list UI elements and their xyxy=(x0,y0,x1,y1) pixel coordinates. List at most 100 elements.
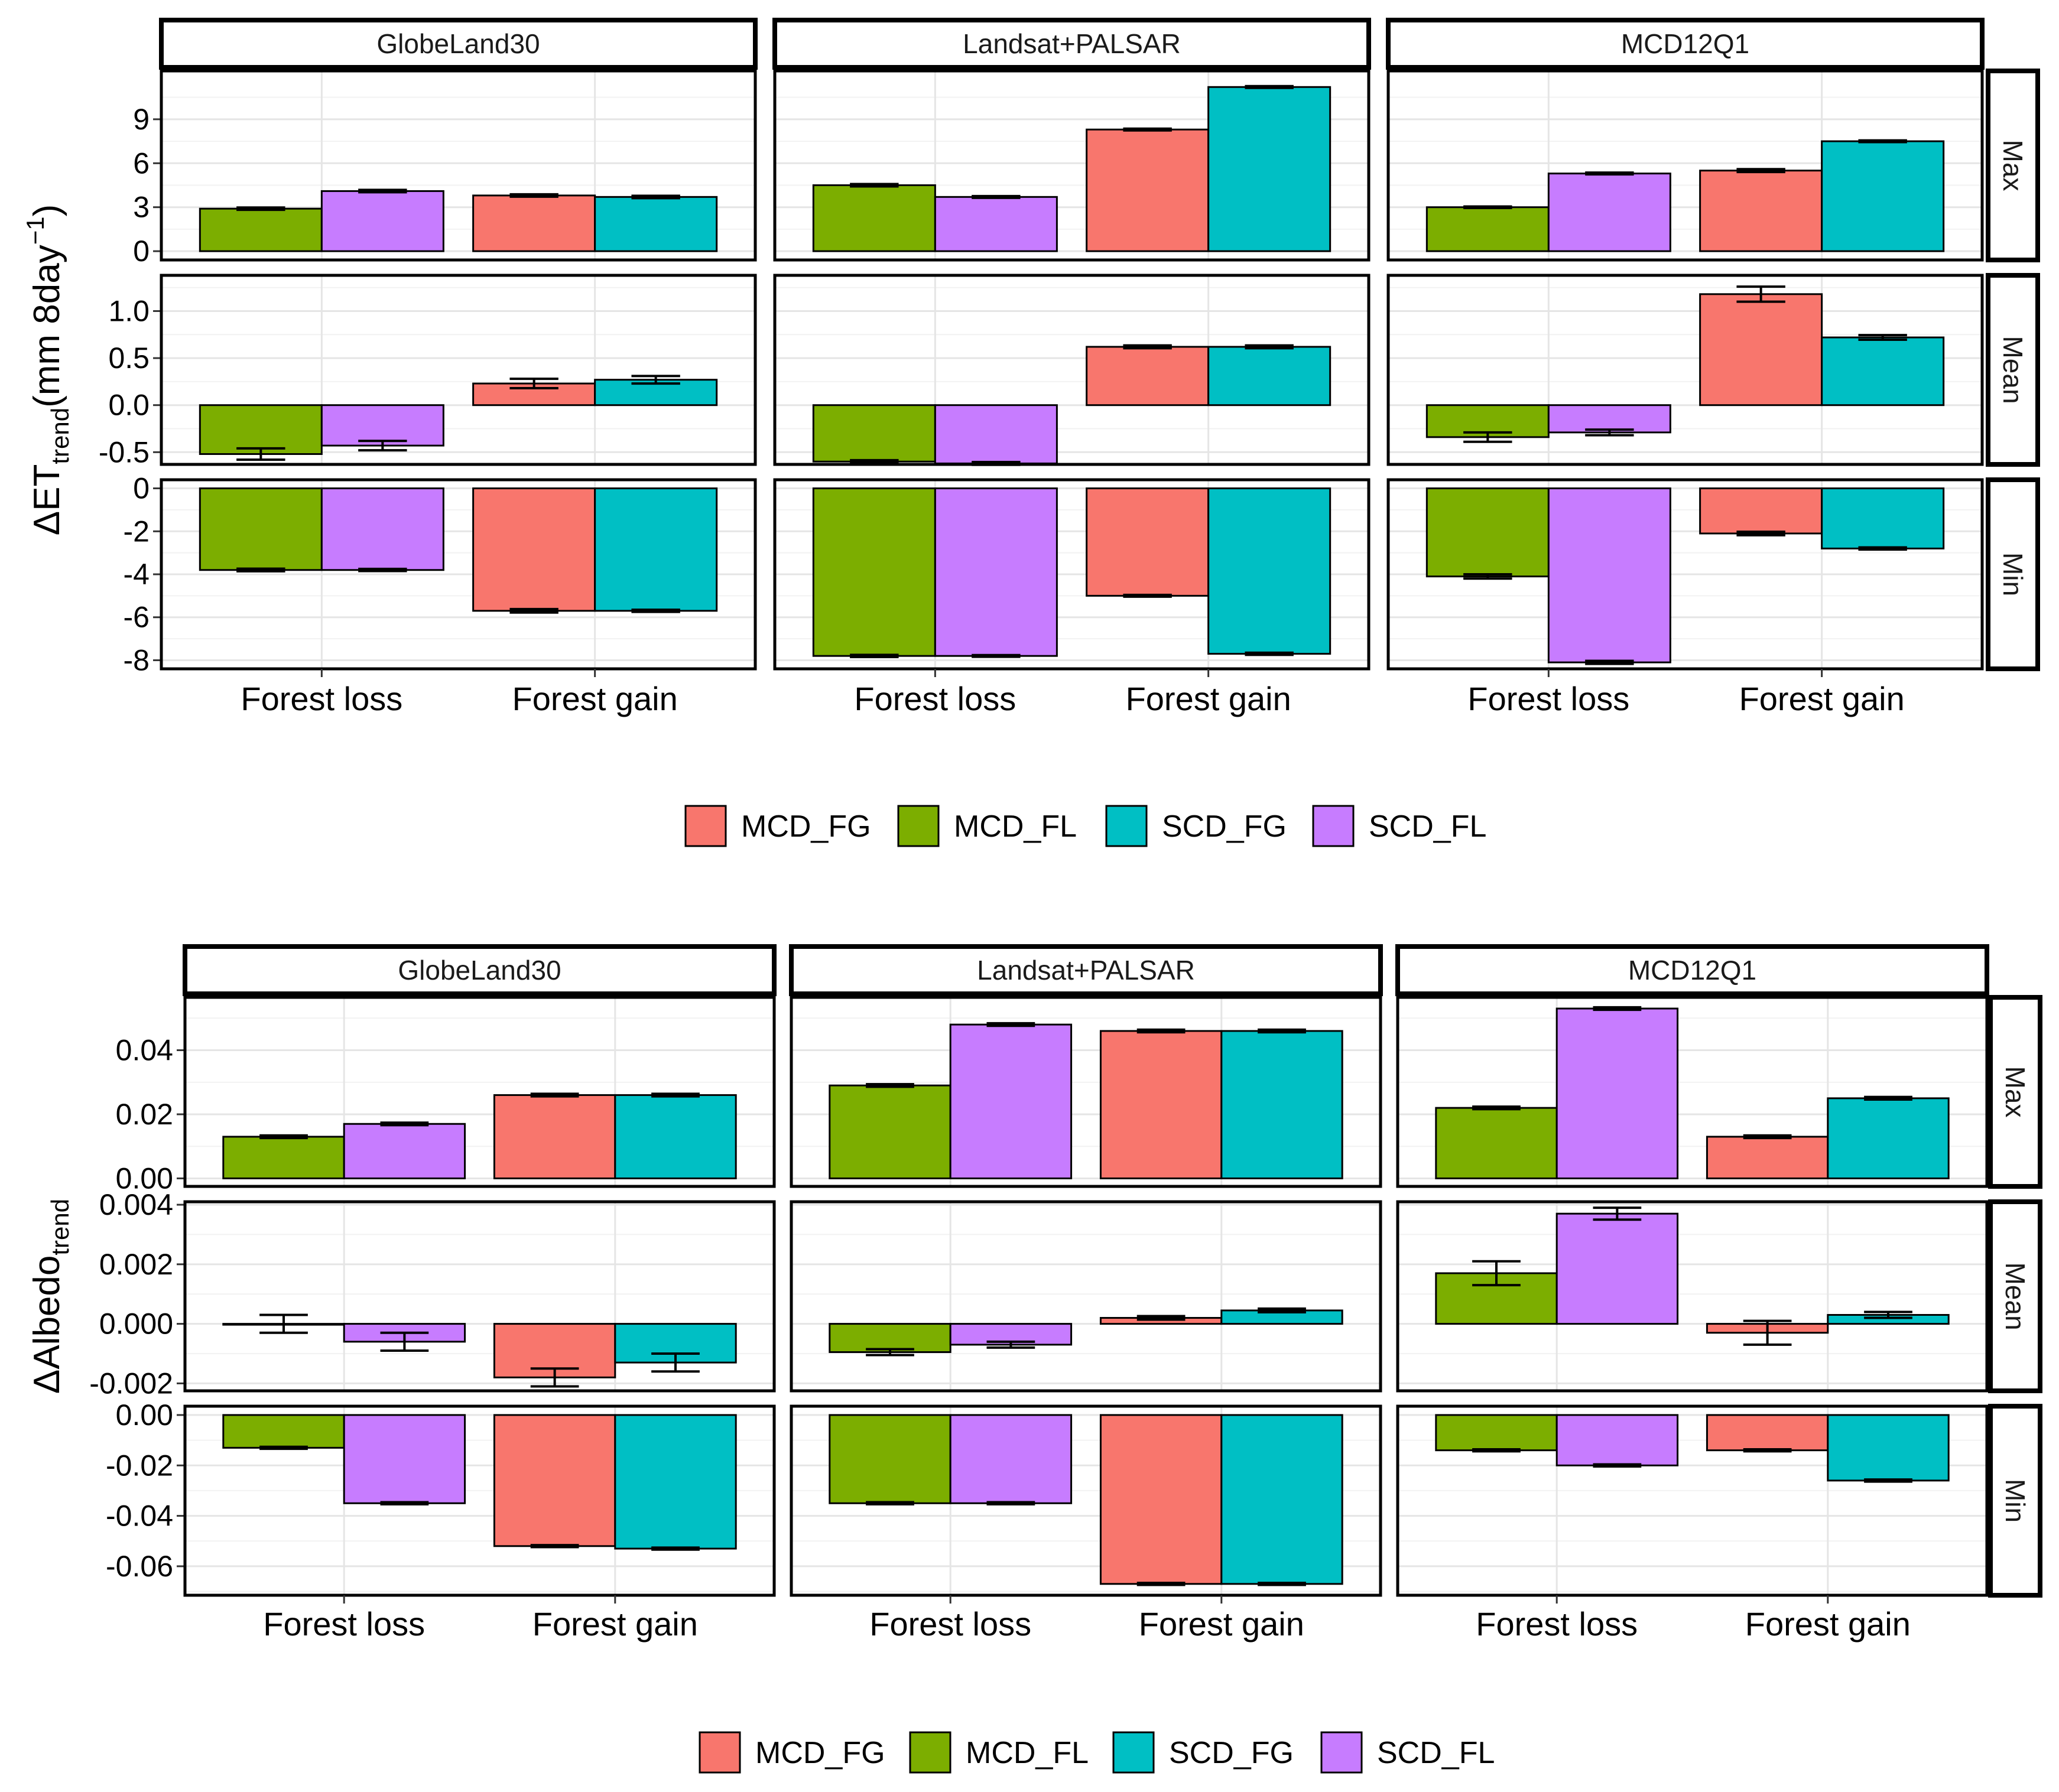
legend-swatch-scd-fg xyxy=(1105,805,1148,847)
x-tick-label: Forest gain xyxy=(532,1605,698,1643)
bar-mcd-fl xyxy=(199,404,323,455)
bar-scd-fg xyxy=(1827,1097,1950,1179)
panel-mcd12q1-mean xyxy=(1396,1200,1989,1393)
x-tick-label: Forest loss xyxy=(1467,680,1629,717)
bar-mcd-fg xyxy=(1086,128,1210,252)
y-axis-title-subscript: trend xyxy=(46,408,74,464)
panel-border xyxy=(1386,69,1984,262)
panel-landsat-palsar-mean xyxy=(773,274,1370,466)
panel-border xyxy=(160,69,757,262)
row-strip-label: Max xyxy=(2000,1066,2031,1118)
y-axis-title-main: ΔAlbedo xyxy=(27,1256,67,1394)
bar-mcd-fg xyxy=(472,487,596,612)
figure-panel-2: GlobeLand30 Landsat+PALSAR MCD12Q1Max0.000… xyxy=(27,944,2042,1774)
facet-strip xyxy=(159,18,758,70)
facet-strip xyxy=(183,944,777,996)
y-tick-label: 0 xyxy=(133,472,150,505)
panel-landsat-palsar-min: Forest loss Forest gain xyxy=(773,478,1370,717)
y-tick-label: 0.000 xyxy=(99,1308,173,1341)
panel-landsat-palsar-mean xyxy=(790,1200,1382,1393)
y-tick-label: 0.0 xyxy=(108,389,150,422)
bar-scd-fg xyxy=(1220,1414,1343,1585)
legend-swatch-mcd-fl xyxy=(897,805,940,847)
panel-border xyxy=(1396,996,1989,1188)
row-strip-label: Mean xyxy=(1998,336,2028,404)
panel-globeland30-min: Forest loss Forest gain xyxy=(160,478,757,717)
x-tick-label: Forest gain xyxy=(1745,1605,1911,1643)
x-tick-label: Forest loss xyxy=(854,680,1016,717)
row-strip-label: Max xyxy=(1998,140,2028,191)
legend: MCD_FG MCD_FL SCD_FG SCD_FL xyxy=(684,805,1486,847)
bar-mcd-fg xyxy=(1706,1414,1829,1452)
bar-mcd-fl xyxy=(812,184,936,252)
row-strip-label: Min xyxy=(1998,552,2028,596)
panel-landsat-palsar-max xyxy=(790,996,1382,1188)
panel-border xyxy=(1396,1404,1989,1597)
bar-mcd-fl xyxy=(1425,487,1550,578)
x-tick-label: Forest gain xyxy=(1139,1605,1304,1643)
panel-globeland30-mean xyxy=(160,274,757,466)
y-tick-label: 0.004 xyxy=(99,1188,173,1221)
bar-scd-fl xyxy=(1555,1212,1679,1325)
x-tick-label: Forest gain xyxy=(512,680,678,717)
bar-mcd-fl xyxy=(1435,1414,1558,1452)
panel-border xyxy=(773,478,1370,671)
y-tick-label: -0.002 xyxy=(89,1367,173,1400)
legend-label: SCD_FG xyxy=(1162,809,1287,844)
panel-border xyxy=(160,478,757,671)
panel-mcd12q1-max xyxy=(1386,69,1984,262)
panel-border xyxy=(790,1200,1382,1393)
row-strip-label: Mean xyxy=(2000,1262,2031,1330)
y-tick-label: -0.04 xyxy=(106,1500,173,1533)
row-strip xyxy=(1988,995,2042,1189)
bar-scd-fl xyxy=(320,487,444,571)
bar-scd-fg xyxy=(1207,86,1331,252)
bar-mcd-fl xyxy=(199,207,323,252)
y-tick-label: -8 xyxy=(124,643,150,677)
legend-swatch-mcd-fl xyxy=(909,1731,951,1774)
facet-strip-label: Landsat+PALSAR xyxy=(963,28,1181,59)
row-strip xyxy=(1988,1404,2042,1598)
y-tick-label: 0 xyxy=(133,235,150,268)
legend-label: SCD_FL xyxy=(1377,1736,1495,1770)
bar-scd-fl xyxy=(949,1023,1073,1179)
row-strip xyxy=(1986,477,2040,671)
x-tick-label: Forest gain xyxy=(1739,680,1905,717)
panel-border xyxy=(773,274,1370,466)
bar-mcd-fg xyxy=(1699,293,1823,406)
panel-border xyxy=(1386,478,1984,671)
x-tick-label: Forest loss xyxy=(1476,1605,1638,1643)
x-tick-label: Forest loss xyxy=(869,1605,1031,1643)
facet-strip xyxy=(1386,18,1985,70)
panel-globeland30-max xyxy=(183,996,776,1188)
legend-label: SCD_FL xyxy=(1369,809,1486,844)
bar-scd-fl xyxy=(343,1414,466,1504)
bar-scd-fl xyxy=(1555,1414,1679,1466)
bar-mcd-fl xyxy=(829,1084,951,1179)
panel-border xyxy=(160,274,757,466)
bar-scd-fg xyxy=(1827,1414,1950,1482)
panel-border xyxy=(183,1200,776,1393)
x-tick-label: Forest loss xyxy=(263,1605,425,1643)
panel-mcd12q1-mean xyxy=(1386,274,1984,466)
legend-label: SCD_FG xyxy=(1169,1736,1294,1770)
y-tick-label: 6 xyxy=(133,147,150,180)
legend: MCD_FG MCD_FL SCD_FG SCD_FL xyxy=(699,1731,1495,1774)
bar-scd-fl xyxy=(343,1123,466,1179)
panel-border xyxy=(183,996,776,1188)
bar-scd-fl xyxy=(934,196,1058,252)
bar-scd-fg xyxy=(1821,336,1945,406)
facet-strip-label: MCD12Q1 xyxy=(1621,28,1749,59)
panel-border xyxy=(1386,274,1984,466)
legend-swatch-mcd-fg xyxy=(699,1731,741,1774)
legend-swatch-mcd-fg xyxy=(684,805,727,847)
figure-panel-1: GlobeLand30 Landsat+PALSAR MCD12Q1 Max 0 3 6 9 M… xyxy=(21,18,2040,847)
bar-scd-fl xyxy=(949,1414,1073,1504)
facet-strip xyxy=(772,18,1371,70)
panel-globeland30-mean xyxy=(183,1200,776,1393)
row-strip xyxy=(1988,1199,2042,1393)
y-tick-label: 0.00 xyxy=(116,1162,173,1195)
panel-border xyxy=(183,1404,776,1597)
